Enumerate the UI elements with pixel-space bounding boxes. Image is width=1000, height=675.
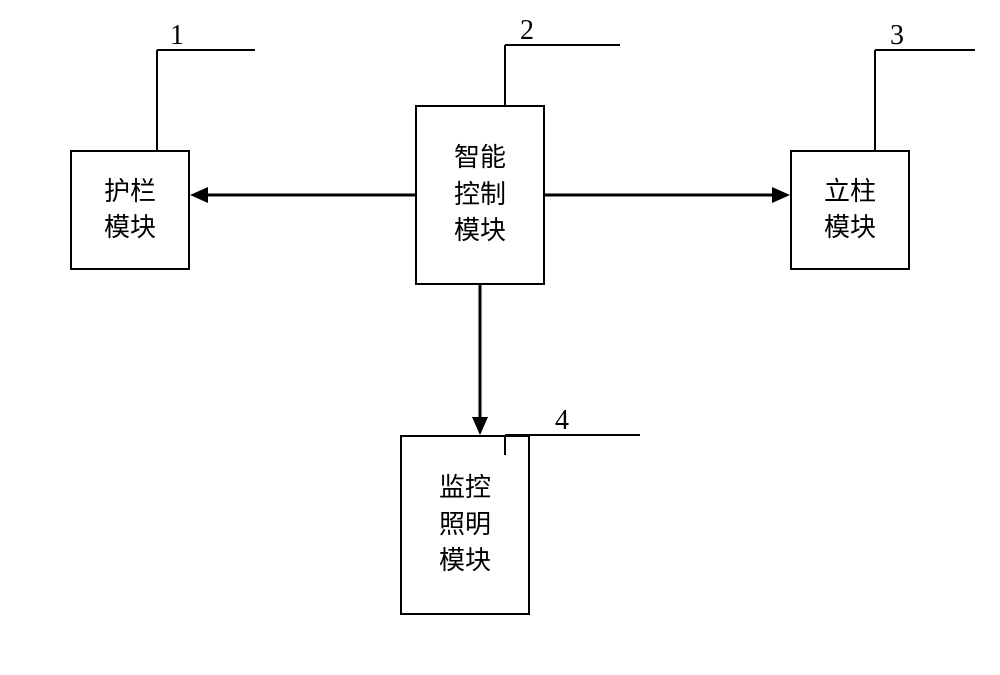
- callout-number-1: 1: [170, 20, 184, 52]
- node-label: 立柱 模块: [824, 174, 876, 247]
- callout-number-3: 3: [890, 20, 904, 52]
- callout-number-4: 4: [555, 405, 569, 437]
- callout-number-2: 2: [520, 15, 534, 47]
- node-label: 智能 控制 模块: [454, 140, 506, 249]
- node-label: 监控 照明 模块: [439, 470, 491, 579]
- diagram-canvas: 护栏 模块 智能 控制 模块 立柱 模块 监控 照明 模块 1 2 3 4: [0, 0, 1000, 675]
- node-label: 护栏 模块: [104, 174, 156, 247]
- node-intelligent-control-module: 智能 控制 模块: [415, 105, 545, 285]
- node-monitoring-lighting-module: 监控 照明 模块: [400, 435, 530, 615]
- node-column-module: 立柱 模块: [790, 150, 910, 270]
- node-guardrail-module: 护栏 模块: [70, 150, 190, 270]
